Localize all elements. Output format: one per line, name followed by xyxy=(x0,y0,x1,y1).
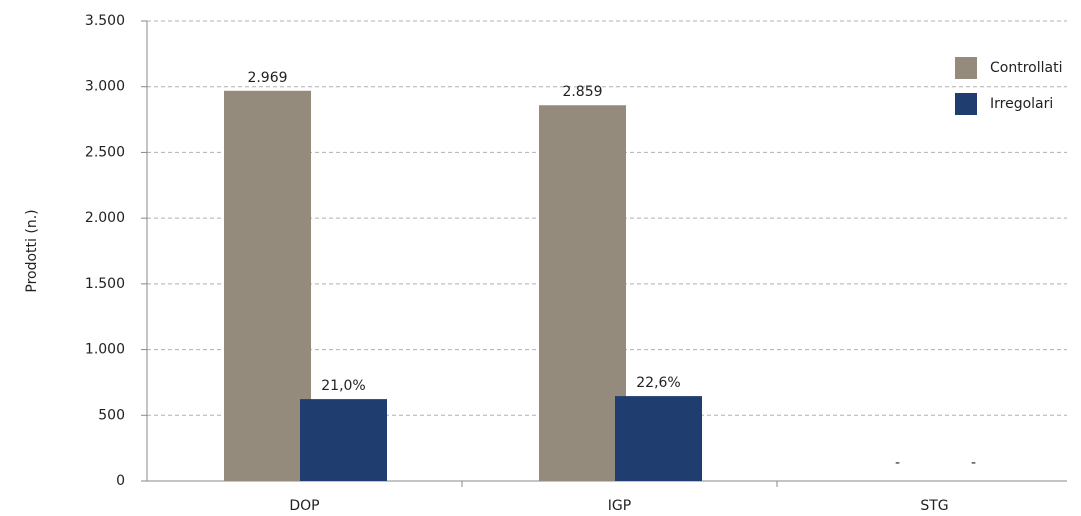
y-tick-label: 3.500 xyxy=(85,13,125,29)
value-label: 21,0% xyxy=(321,378,365,394)
bar xyxy=(615,396,702,481)
y-tick-label: 1.500 xyxy=(85,276,125,292)
value-label: - xyxy=(895,455,900,471)
y-tick-label: 3.000 xyxy=(85,79,125,95)
y-axis-label: Prodotti (n.) xyxy=(24,209,40,292)
bar xyxy=(300,399,387,481)
value-label: 2.859 xyxy=(562,84,602,100)
bar xyxy=(224,90,311,481)
legend-swatch xyxy=(955,57,977,79)
legend-swatch xyxy=(955,93,977,115)
bar xyxy=(539,105,626,481)
y-tick-label: 0 xyxy=(116,473,125,489)
value-label: 2.969 xyxy=(247,70,287,86)
value-label: 22,6% xyxy=(636,375,680,391)
legend-label: Irregolari xyxy=(990,96,1053,112)
x-tick-label: DOP xyxy=(289,498,319,514)
y-tick-label: 2.500 xyxy=(85,144,125,160)
value-label: - xyxy=(971,455,976,471)
x-tick-label: IGP xyxy=(608,498,631,514)
y-tick-label: 500 xyxy=(98,407,125,423)
y-tick-label: 1.000 xyxy=(85,342,125,358)
legend-label: Controllati xyxy=(990,60,1062,76)
x-tick-label: STG xyxy=(920,498,948,514)
y-tick-label: 2.000 xyxy=(85,210,125,226)
